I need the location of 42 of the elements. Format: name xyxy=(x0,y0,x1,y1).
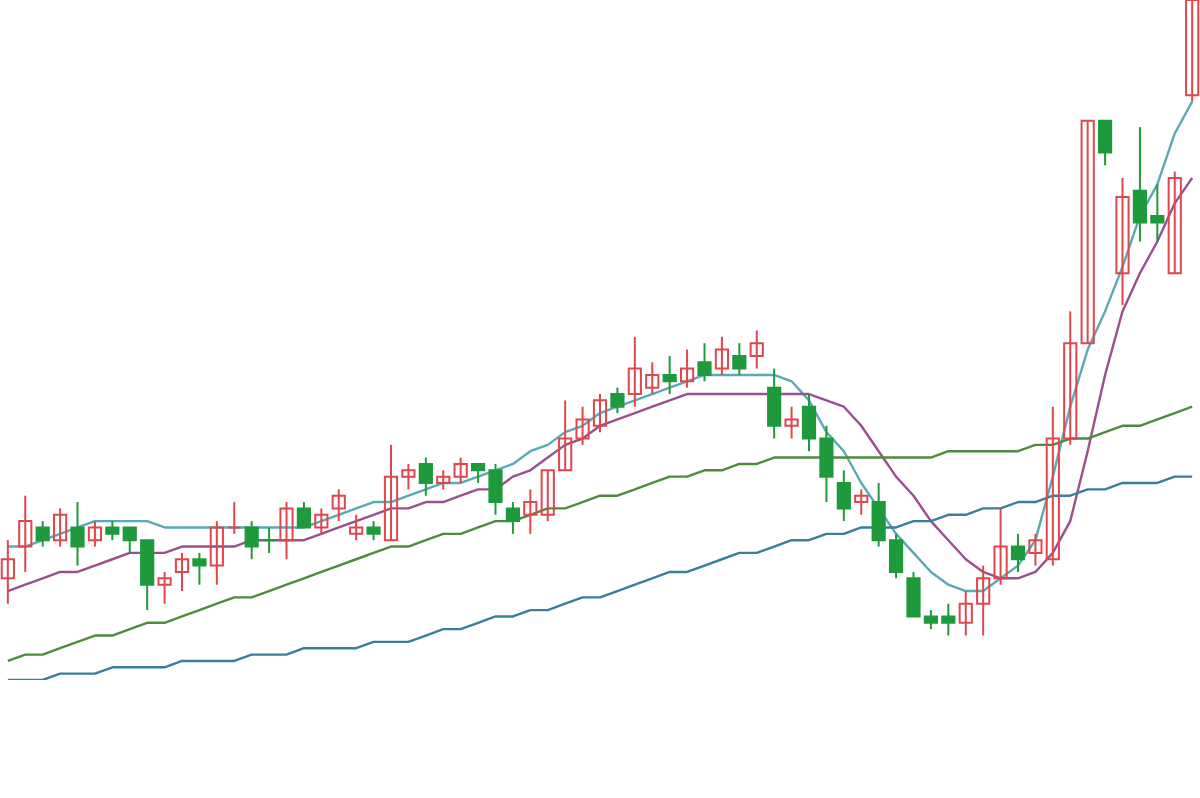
candlestick xyxy=(418,456,433,497)
candlestick xyxy=(349,513,364,542)
candlestick xyxy=(836,469,851,523)
candlestick xyxy=(227,501,242,535)
candlestick xyxy=(1115,176,1130,307)
candlestick xyxy=(714,335,730,376)
candlestick xyxy=(209,520,224,586)
candlestick xyxy=(18,494,33,573)
candlestick xyxy=(1010,532,1026,573)
candlestick xyxy=(697,342,712,383)
candlestick xyxy=(749,329,764,370)
candlestick xyxy=(244,520,259,561)
candlestick xyxy=(87,520,103,548)
candlestick xyxy=(35,520,50,548)
candlestick xyxy=(784,405,799,440)
candlestick xyxy=(0,539,15,605)
candlestick xyxy=(436,469,451,491)
candlestick xyxy=(296,501,312,529)
candlestick xyxy=(52,507,68,548)
candlestick xyxy=(105,520,120,542)
candlestick xyxy=(261,526,277,554)
candlestick xyxy=(279,501,294,561)
candlestick xyxy=(1097,119,1113,167)
candlestick xyxy=(854,488,869,516)
candlestick xyxy=(174,551,190,593)
candlestick xyxy=(366,520,381,542)
candlestick xyxy=(662,354,677,396)
candlestick xyxy=(70,501,85,567)
candlestick xyxy=(314,507,329,535)
candlestick xyxy=(1080,119,1095,345)
candlestick xyxy=(610,386,625,415)
candlestick xyxy=(192,551,207,586)
candlestick xyxy=(1185,0,1200,103)
candlestick xyxy=(505,501,521,535)
candlestick xyxy=(767,367,782,440)
candlestick xyxy=(523,488,538,535)
candlestick xyxy=(157,570,172,605)
candlestick xyxy=(1167,170,1182,275)
candlestick xyxy=(453,456,468,484)
candlestick xyxy=(331,488,346,523)
candlestick xyxy=(732,342,747,376)
candlestick xyxy=(679,348,695,389)
